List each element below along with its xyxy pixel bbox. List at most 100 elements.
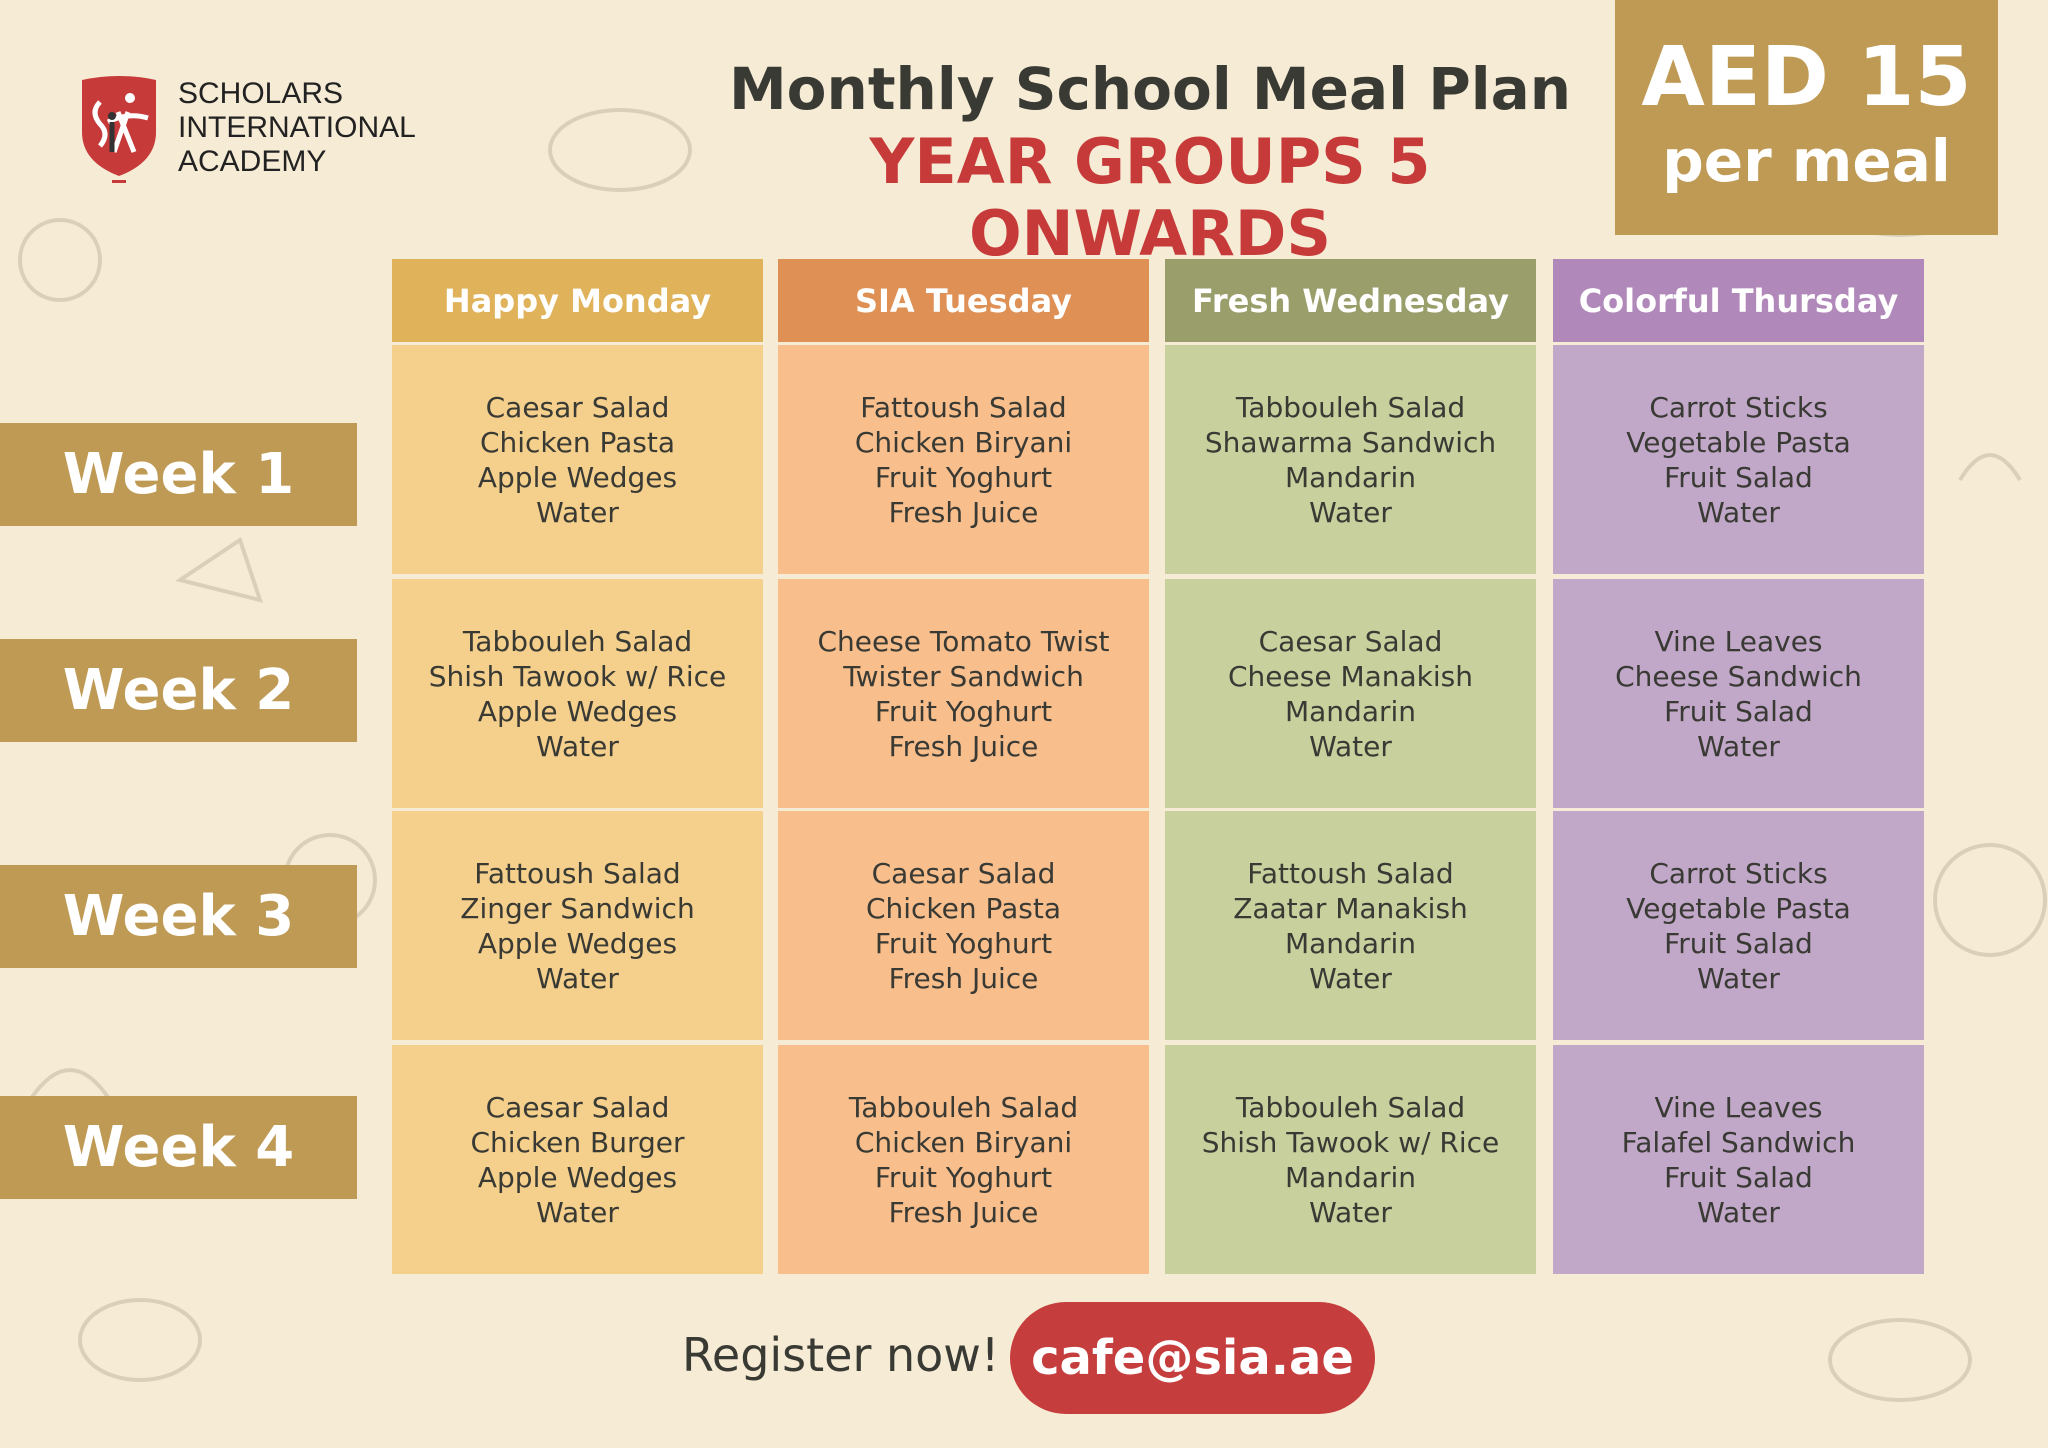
meal-item: Apple Wedges: [477, 694, 678, 728]
logo-line: SCHOLARS: [178, 77, 344, 110]
meal-item: Vine Leaves: [1654, 1090, 1823, 1124]
week-label: Week 4: [0, 1096, 357, 1199]
meal-cell: Tabbouleh Salad Shish Tawook w/ Rice Manda…: [1165, 1045, 1536, 1274]
meal-item: Water: [1697, 961, 1780, 995]
meal-item: Water: [536, 729, 619, 763]
meal-item: Fruit Yoghurt: [874, 460, 1053, 494]
meal-item: Falafel Sandwich: [1621, 1125, 1856, 1159]
meal-item: Chicken Pasta: [865, 891, 1062, 925]
meal-item: Water: [536, 495, 619, 529]
meal-item: Fattoush Salad: [860, 390, 1067, 424]
logo-line: INTERNATIONAL: [178, 111, 416, 144]
meal-item: Mandarin: [1284, 926, 1417, 960]
week-label: Week 3: [0, 865, 357, 968]
meal-item: Apple Wedges: [477, 460, 678, 494]
meal-item: Water: [1309, 961, 1392, 995]
meal-cell: Tabbouleh Salad Chicken Biryani Fruit Yogh…: [778, 1045, 1149, 1274]
meal-item: Water: [1309, 495, 1392, 529]
meal-item: Water: [536, 961, 619, 995]
meal-item: Chicken Pasta: [479, 425, 676, 459]
meal-item: Cheese Manakish: [1227, 659, 1473, 693]
meal-cell: Carrot Sticks Vegetable Pasta Fruit Salad W…: [1553, 811, 1924, 1040]
meal-cell: Caesar Salad Cheese Manakish Mandarin Water: [1165, 579, 1536, 808]
meal-item: Chicken Biryani: [854, 425, 1073, 459]
meal-item: Zaatar Manakish: [1233, 891, 1468, 925]
meal-item: Water: [1697, 729, 1780, 763]
meal-item: Chicken Biryani: [854, 1125, 1073, 1159]
meal-item: Fresh Juice: [888, 495, 1039, 529]
meal-item: Tabbouleh Salad: [848, 1090, 1079, 1124]
day-header: Colorful Thursday: [1553, 259, 1924, 342]
meal-cell: Fattoush Salad Zinger Sandwich Apple Wedge…: [392, 811, 763, 1040]
meal-item: Tabbouleh Salad: [1235, 1090, 1466, 1124]
meal-cell: Caesar Salad Chicken Pasta Apple Wedges Wat…: [392, 345, 763, 574]
meal-item: Shish Tawook w/ Rice: [1201, 1125, 1500, 1159]
week-label: Week 2: [0, 639, 357, 742]
meal-item: Tabbouleh Salad: [462, 624, 693, 658]
meal-item: Water: [1697, 1195, 1780, 1229]
meal-item: Fruit Yoghurt: [874, 694, 1053, 728]
meal-item: Water: [1697, 495, 1780, 529]
day-header: SIA Tuesday: [778, 259, 1149, 342]
meal-item: Fresh Juice: [888, 961, 1039, 995]
meal-item: Fattoush Salad: [474, 856, 681, 890]
meal-item: Vegetable Pasta: [1626, 891, 1851, 925]
meal-item: Fruit Salad: [1664, 1160, 1813, 1194]
meal-item: Caesar Salad: [485, 390, 670, 424]
price-unit: per meal: [1662, 127, 1951, 195]
meal-item: Mandarin: [1284, 460, 1417, 494]
page-title: Monthly School Meal Plan YEAR GROUPS 5 O…: [700, 52, 1600, 270]
meal-item: Vegetable Pasta: [1626, 425, 1851, 459]
register-text: Register now!: [682, 1328, 1000, 1382]
meal-cell: Vine Leaves Falafel Sandwich Fruit Salad Wa…: [1553, 1045, 1924, 1274]
meal-item: Mandarin: [1284, 694, 1417, 728]
meal-item: Fattoush Salad: [1247, 856, 1454, 890]
meal-item: Zinger Sandwich: [460, 891, 695, 925]
meal-item: Twister Sandwich: [843, 659, 1084, 693]
meal-cell: Vine Leaves Cheese Sandwich Fruit Salad Wat…: [1553, 579, 1924, 808]
meal-item: Fruit Yoghurt: [874, 926, 1053, 960]
meal-cell: Tabbouleh Salad Shawarma Sandwich Mandarin…: [1165, 345, 1536, 574]
meal-item: Tabbouleh Salad: [1235, 390, 1466, 424]
price-badge: AED 15 per meal: [1615, 0, 1998, 235]
meal-item: Shawarma Sandwich: [1204, 425, 1497, 459]
meal-item: Carrot Sticks: [1649, 856, 1828, 890]
day-header: Happy Monday: [392, 259, 763, 342]
meal-cell: Caesar Salad Chicken Burger Apple Wedges Wa…: [392, 1045, 763, 1274]
meal-item: Fruit Yoghurt: [874, 1160, 1053, 1194]
day-header: Fresh Wednesday: [1165, 259, 1536, 342]
meal-cell: Cheese Tomato Twist Twister Sandwich Fruit…: [778, 579, 1149, 808]
meal-item: Apple Wedges: [477, 1160, 678, 1194]
logo-line: ACADEMY: [178, 145, 327, 178]
meal-item: Shish Tawook w/ Rice: [428, 659, 727, 693]
meal-item: Carrot Sticks: [1649, 390, 1828, 424]
meal-item: Water: [536, 1195, 619, 1229]
shield-logo-icon: [82, 76, 156, 183]
meal-cell: Tabbouleh Salad Shish Tawook w/ Rice Apple…: [392, 579, 763, 808]
meal-item: Chicken Burger: [470, 1125, 685, 1159]
meal-item: Vine Leaves: [1654, 624, 1823, 658]
email-button[interactable]: cafe@sia.ae: [1010, 1302, 1375, 1414]
meal-item: Fruit Salad: [1664, 460, 1813, 494]
meal-item: Cheese Sandwich: [1615, 659, 1862, 693]
meal-item: Cheese Tomato Twist: [817, 624, 1110, 658]
meal-item: Caesar Salad: [871, 856, 1056, 890]
meal-item: Water: [1309, 1195, 1392, 1229]
meal-item: Mandarin: [1284, 1160, 1417, 1194]
meal-item: Caesar Salad: [485, 1090, 670, 1124]
meal-cell: Caesar Salad Chicken Pasta Fruit Yoghurt Fr…: [778, 811, 1149, 1040]
title-line1: Monthly School Meal Plan: [728, 55, 1572, 123]
week-label: Week 1: [0, 423, 357, 526]
meal-item: Fresh Juice: [888, 1195, 1039, 1229]
meal-item: Fresh Juice: [888, 729, 1039, 763]
meal-cell: Fattoush Salad Zaatar Manakish Mandarin Wat…: [1165, 811, 1536, 1040]
title-line2: YEAR GROUPS 5 ONWARDS: [869, 125, 1431, 270]
meal-item: Fruit Salad: [1664, 694, 1813, 728]
meal-item: Water: [1309, 729, 1392, 763]
meal-item: Fruit Salad: [1664, 926, 1813, 960]
meal-cell: Fattoush Salad Chicken Biryani Fruit Yoghu…: [778, 345, 1149, 574]
meal-cell: Carrot Sticks Vegetable Pasta Fruit Salad W…: [1553, 345, 1924, 574]
meal-item: Caesar Salad: [1258, 624, 1443, 658]
meal-item: Apple Wedges: [477, 926, 678, 960]
school-logo: SCHOLARS INTERNATIONAL ACADEMY: [78, 72, 416, 184]
